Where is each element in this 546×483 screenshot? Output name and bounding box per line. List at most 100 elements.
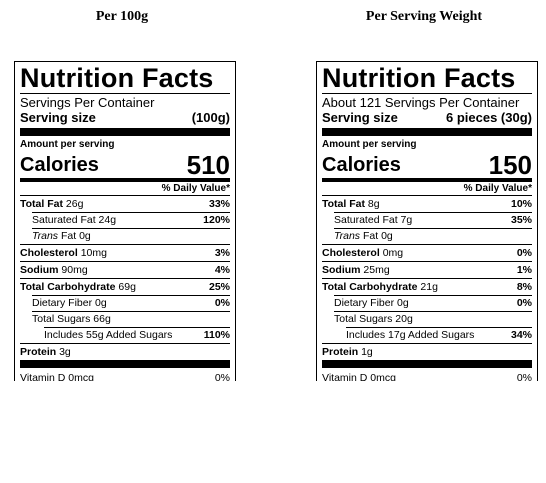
dietary-fiber-pct: 0% xyxy=(516,297,532,309)
added-sugars-pct: 34% xyxy=(510,329,532,341)
dietary-fiber: Dietary Fiber 0g xyxy=(334,297,409,309)
carbohydrate-pct: 8% xyxy=(516,281,532,293)
total-fat-pct: 33% xyxy=(208,198,230,210)
thick-divider xyxy=(20,128,230,136)
total-sugars: Total Sugars 20g xyxy=(334,313,413,325)
saturated-fat-pct: 120% xyxy=(203,214,230,226)
trans-label: Trans xyxy=(334,230,361,242)
sodium-row: Sodium 25mg 1% xyxy=(322,261,532,278)
serving-size-label: Serving size xyxy=(322,110,398,125)
servings-per-container: Servings Per Container xyxy=(20,95,155,110)
calories-row: Calories 510 xyxy=(20,150,230,180)
calories-row: Calories 150 xyxy=(322,150,532,180)
sodium-value: 90mg xyxy=(61,264,88,276)
calories-label: Calories xyxy=(20,154,99,176)
carbohydrate-value: 69g xyxy=(118,281,136,293)
trans-fat-value: Fat 0g xyxy=(362,230,393,242)
protein-row: Protein 3g xyxy=(20,343,230,360)
nutrition-label-per-serving: Nutrition Facts About 121 Servings Per C… xyxy=(316,61,538,381)
divider xyxy=(322,93,532,94)
cholesterol-label: Cholesterol xyxy=(20,247,78,259)
dietary-fiber-row: Dietary Fiber 0g 0% xyxy=(322,295,532,311)
dietary-fiber-row: Dietary Fiber 0g 0% xyxy=(20,295,230,311)
heading-per-100g: Per 100g xyxy=(95,9,149,24)
sodium-pct: 4% xyxy=(214,264,230,276)
saturated-fat-row: Saturated Fat 7g 35% xyxy=(322,212,532,228)
added-sugars: Includes 17g Added Sugars xyxy=(346,329,475,341)
total-sugars-row: Total Sugars 20g xyxy=(322,311,532,327)
nutrition-facts-title: Nutrition Facts xyxy=(322,63,516,93)
nutrition-label-per-100g: Nutrition Facts Servings Per Container S… xyxy=(14,61,236,381)
vitamin-d-pct: 0% xyxy=(214,372,230,381)
protein-value: 1g xyxy=(361,346,373,358)
sodium-pct: 1% xyxy=(516,264,532,276)
trans-fat-value: Fat 0g xyxy=(60,230,91,242)
saturated-fat-pct: 35% xyxy=(510,214,532,226)
carbohydrate-label: Total Carbohydrate xyxy=(20,281,116,293)
vitamin-d-row: Vitamin D 0mcg 0% xyxy=(322,370,532,381)
thick-divider xyxy=(322,128,532,136)
calories-value: 150 xyxy=(488,150,532,180)
amount-per-serving: Amount per serving xyxy=(322,139,417,150)
vitamin-d: Vitamin D 0mcg xyxy=(20,372,94,381)
vitamin-d-pct: 0% xyxy=(516,372,532,381)
carbohydrate-label: Total Carbohydrate xyxy=(322,281,418,293)
thick-divider xyxy=(20,360,230,368)
trans-fat-row: Trans Fat 0g xyxy=(322,228,532,244)
total-sugars: Total Sugars 66g xyxy=(32,313,111,325)
carbohydrate-value: 21g xyxy=(420,281,438,293)
sodium-label: Sodium xyxy=(20,264,59,276)
sodium-label: Sodium xyxy=(322,264,361,276)
carbohydrate-pct: 25% xyxy=(208,281,230,293)
added-sugars-row: Includes 55g Added Sugars 110% xyxy=(20,327,230,343)
vitamin-d: Vitamin D 0mcg xyxy=(322,372,396,381)
saturated-fat-row: Saturated Fat 24g 120% xyxy=(20,212,230,228)
total-carbohydrate-row: Total Carbohydrate 21g 8% xyxy=(322,278,532,295)
added-sugars-row: Includes 17g Added Sugars 34% xyxy=(322,327,532,343)
cholesterol-row: Cholesterol 0mg 0% xyxy=(322,244,532,261)
serving-size-row: Serving size 6 pieces (30g) xyxy=(322,110,532,126)
added-sugars: Includes 55g Added Sugars xyxy=(44,329,173,341)
serving-size-row: Serving size (100g) xyxy=(20,110,230,126)
cholesterol-pct: 3% xyxy=(214,247,230,259)
thick-divider xyxy=(322,360,532,368)
servings-per-container: About 121 Servings Per Container xyxy=(322,95,520,110)
serving-size-value: (100g) xyxy=(191,110,230,125)
amount-per-serving: Amount per serving xyxy=(20,139,115,150)
divider xyxy=(20,93,230,94)
heading-per-serving-weight: Per Serving Weight xyxy=(365,9,483,24)
daily-value-header: % Daily Value* xyxy=(463,183,532,194)
sodium-value: 25mg xyxy=(363,264,390,276)
saturated-fat: Saturated Fat 7g xyxy=(334,214,413,226)
total-fat-value: 26g xyxy=(65,198,84,210)
total-fat-label: Total Fat xyxy=(322,198,365,210)
total-carbohydrate-row: Total Carbohydrate 69g 25% xyxy=(20,278,230,295)
dietary-fiber: Dietary Fiber 0g xyxy=(32,297,107,309)
calories-label: Calories xyxy=(322,154,401,176)
cholesterol-value: 0mg xyxy=(382,247,404,259)
added-sugars-pct: 110% xyxy=(203,329,230,341)
dietary-fiber-pct: 0% xyxy=(214,297,230,309)
trans-fat-row: Trans Fat 0g xyxy=(20,228,230,244)
protein-label: Protein xyxy=(20,346,57,358)
serving-size-value: 6 pieces (30g) xyxy=(446,110,532,125)
calories-value: 510 xyxy=(186,150,230,180)
saturated-fat: Saturated Fat 24g xyxy=(32,214,117,226)
cholesterol-pct: 0% xyxy=(516,247,532,259)
trans-label: Trans xyxy=(32,230,59,242)
total-fat-value: 8g xyxy=(367,198,380,210)
total-fat-label: Total Fat xyxy=(20,198,63,210)
total-sugars-row: Total Sugars 66g xyxy=(20,311,230,327)
total-fat-row: Total Fat 8g 10% xyxy=(322,195,532,212)
nutrition-facts-title: Nutrition Facts xyxy=(20,63,214,93)
protein-value: 3g xyxy=(59,346,71,358)
serving-size-label: Serving size xyxy=(20,110,96,125)
protein-label: Protein xyxy=(322,346,359,358)
medium-divider xyxy=(322,178,532,182)
protein-row: Protein 1g xyxy=(322,343,532,360)
cholesterol-value: 10mg xyxy=(80,247,107,259)
cholesterol-row: Cholesterol 10mg 3% xyxy=(20,244,230,261)
medium-divider xyxy=(20,178,230,182)
sodium-row: Sodium 90mg 4% xyxy=(20,261,230,278)
total-fat-row: Total Fat 26g 33% xyxy=(20,195,230,212)
